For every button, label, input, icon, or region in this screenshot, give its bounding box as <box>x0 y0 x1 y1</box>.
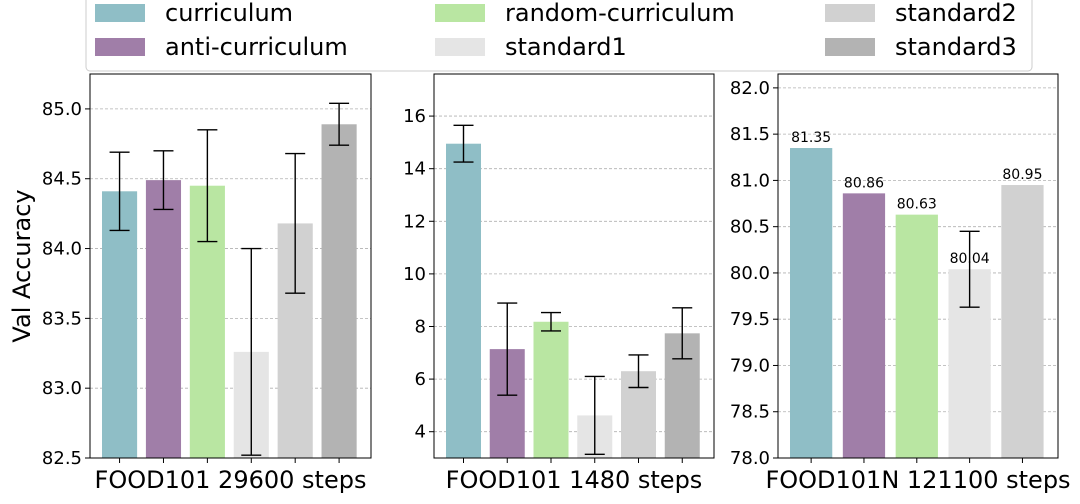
y-tick-label: 16 <box>403 106 426 127</box>
legend-label-standard2: standard2 <box>895 0 1017 27</box>
y-tick-label: 6 <box>415 369 426 390</box>
y-axis-label: Val Accuracy <box>8 189 36 342</box>
error-bar-standard1 <box>584 375 605 456</box>
y-tick-label: 4 <box>415 422 426 443</box>
error-bar-standard2 <box>285 152 306 294</box>
bar-random-curriculum <box>895 214 938 458</box>
error-bar-anti-curriculum <box>497 302 518 396</box>
y-tick-label: 85.0 <box>42 99 82 120</box>
chart-panel-food101n-121100: 81.35 80.86 80.63 80.04 80.95 78.0 78.5 79.0 79.… <box>730 73 1071 494</box>
y-tick-label: 79.0 <box>730 355 770 376</box>
error-bar-curriculum <box>109 151 130 232</box>
data-label-random-curriculum: 80.63 <box>897 197 937 213</box>
legend-swatch-random-curriculum <box>435 4 485 22</box>
chart-panel-food101-1480: 4 6 8 10 12 14 16 FOOD101 1480 steps <box>403 73 715 494</box>
legend-label-anti-curriculum: anti-curriculum <box>165 33 348 61</box>
bar-curriculum <box>790 148 833 458</box>
legend: curriculum anti-curriculum random-curricul… <box>85 0 1033 72</box>
x-axis-label: FOOD101 29600 steps <box>95 466 367 494</box>
y-tick-label: 12 <box>403 211 426 232</box>
y-tick-label: 80.0 <box>730 263 770 284</box>
error-bar-standard1 <box>241 247 262 456</box>
x-axis-label: FOOD101N 121100 steps <box>765 466 1070 494</box>
legend-label-standard1: standard1 <box>505 33 627 61</box>
bar-random-curriculum <box>533 321 569 458</box>
data-label-standard2: 80.95 <box>1002 167 1042 183</box>
bar-anti-curriculum <box>145 180 182 458</box>
axes-frame <box>89 73 372 459</box>
y-tick-label: 81.0 <box>730 170 770 191</box>
bar-curriculum <box>446 143 481 459</box>
y-tick-label: 78.0 <box>730 448 770 469</box>
y-tick-label: 10 <box>403 264 426 285</box>
x-axis-label: FOOD101 1480 steps <box>446 466 703 494</box>
y-tick-label: 81.5 <box>730 124 770 145</box>
error-bar-standard3 <box>672 307 693 360</box>
legend-label-random-curriculum: random-curriculum <box>505 0 735 27</box>
legend-label-curriculum: curriculum <box>165 0 293 27</box>
axes-frame <box>433 73 715 459</box>
chart-panel-food101-29600: 82.5 83.0 83.5 84.0 84.5 85.0 FOOD101 29600 st… <box>8 73 372 494</box>
y-tick-label: 84.0 <box>42 239 82 260</box>
y-tick-label: 83.5 <box>42 308 82 329</box>
bar-curriculum <box>102 191 138 458</box>
legend-frame <box>85 0 1033 72</box>
axes-frame <box>777 73 1059 459</box>
y-tick-label: 8 <box>415 316 426 337</box>
error-bar-random-curriculum <box>197 129 218 243</box>
error-bar-curriculum <box>453 124 474 163</box>
error-bar-standard1 <box>959 230 980 308</box>
data-label-standard1: 80.04 <box>950 251 990 267</box>
data-label-anti-curriculum: 80.86 <box>844 175 884 191</box>
y-tick-label: 82.5 <box>42 448 82 469</box>
y-tick-label: 84.5 <box>42 169 82 190</box>
legend-label-standard3: standard3 <box>895 33 1017 61</box>
data-label-curriculum: 81.35 <box>791 130 831 146</box>
bar-standard3 <box>321 124 357 458</box>
bar-anti-curriculum <box>842 193 886 458</box>
error-bar-anti-curriculum <box>153 150 174 211</box>
legend-swatch-curriculum <box>95 4 145 22</box>
y-tick-label: 80.5 <box>730 217 770 238</box>
y-tick-label: 79.5 <box>730 309 770 330</box>
legend-swatch-standard3 <box>825 38 875 56</box>
legend-swatch-standard1 <box>435 38 485 56</box>
y-tick-label: 78.5 <box>730 402 770 423</box>
legend-swatch-standard2 <box>825 4 875 22</box>
bar-standard2 <box>1001 185 1044 459</box>
y-tick-label: 82.0 <box>730 78 770 99</box>
error-bar-standard2 <box>628 354 649 389</box>
error-bar-random-curriculum <box>541 311 561 332</box>
error-bar-standard3 <box>329 102 350 146</box>
y-tick-label: 14 <box>403 159 426 180</box>
y-tick-label: 83.0 <box>42 378 82 399</box>
legend-swatch-anti-curriculum <box>95 38 145 56</box>
